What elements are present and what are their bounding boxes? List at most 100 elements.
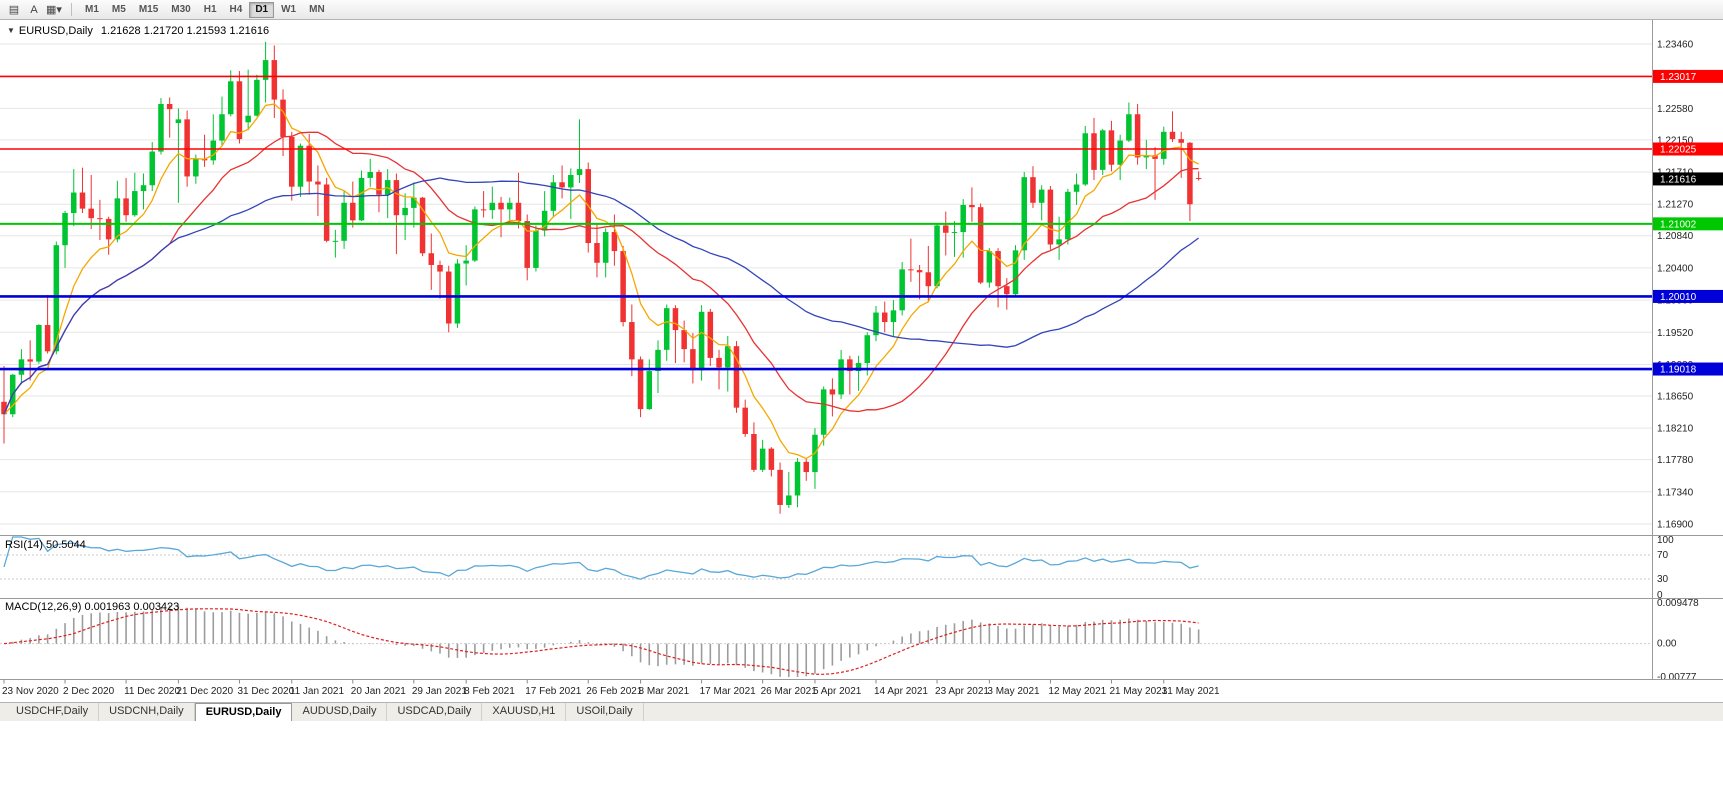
candle <box>62 210 68 268</box>
candle <box>402 193 408 241</box>
chart-type-icon[interactable]: ▦▾ <box>44 2 64 19</box>
timeframe-h1-button[interactable]: H1 <box>198 2 223 18</box>
y-axis-label: 1.16900 <box>1657 520 1694 531</box>
candle <box>245 69 251 131</box>
candle <box>236 71 243 144</box>
candle <box>1004 278 1010 310</box>
candle <box>254 74 260 117</box>
ma-mid-line <box>3 131 1199 415</box>
x-axis-label: 14 Apr 2021 <box>874 686 928 697</box>
candle <box>655 340 661 394</box>
candle <box>672 305 679 364</box>
timeframe-mn-button[interactable]: MN <box>303 2 331 18</box>
candle <box>820 386 827 446</box>
x-axis-label: 8 Feb 2021 <box>464 686 515 697</box>
current-price-tag[interactable]: 1.21616 <box>1653 172 1723 186</box>
macd-indicator-label: MACD(12,26,9) 0.001963 0.003423 <box>5 601 180 613</box>
window-filler <box>0 721 1723 795</box>
candle <box>847 355 853 395</box>
candle <box>1169 111 1176 143</box>
timeframe-d1-button[interactable]: D1 <box>249 1 275 18</box>
x-axis-label: 2 Dec 2020 <box>63 686 115 697</box>
timeframe-m5-button[interactable]: M5 <box>106 2 132 18</box>
candle <box>445 265 452 333</box>
x-axis-label: 26 Mar 2021 <box>761 686 818 697</box>
chart-title: ▼ EURUSD,Daily 1.21628 1.21720 1.21593 1.2… <box>7 25 269 37</box>
candle <box>158 98 164 155</box>
hline-price-tag[interactable]: 1.20010 <box>1653 289 1723 303</box>
candle <box>550 174 557 218</box>
candle <box>1 365 7 444</box>
candle <box>733 341 740 413</box>
price-chart-canvas[interactable]: 1.234601.230201.225801.221501.217101.212… <box>0 20 1723 702</box>
timeframe-m1-button[interactable]: M1 <box>79 2 105 18</box>
chart-window[interactable]: 1.234601.230201.225801.221501.217101.212… <box>0 20 1723 702</box>
candle <box>576 119 583 184</box>
chart-tab-audusd[interactable]: AUDUSD,Daily <box>292 703 388 721</box>
text-label-button[interactable]: A <box>24 2 44 19</box>
candle <box>1099 128 1106 175</box>
candle <box>1143 139 1150 170</box>
hline-price-tag[interactable]: 1.22025 <box>1653 142 1723 156</box>
x-axis-label: 17 Feb 2021 <box>525 686 582 697</box>
candle <box>175 108 182 203</box>
svg-text:1.21002: 1.21002 <box>1660 219 1697 230</box>
chart-tab-usdchf[interactable]: USDCHF,Daily <box>6 703 100 721</box>
candle <box>663 304 670 361</box>
candle <box>480 191 487 218</box>
chart-tab-eurusd[interactable]: EURUSD,Daily <box>194 703 293 721</box>
chart-tab-usdcnh[interactable]: USDCNH,Daily <box>99 703 195 721</box>
macd-axis-label: 0.00 <box>1657 639 1677 650</box>
candle <box>620 245 626 327</box>
timeframe-m15-button[interactable]: M15 <box>133 2 164 18</box>
timeframe-m30-button[interactable]: M30 <box>165 2 196 18</box>
hline-price-tag[interactable]: 1.21002 <box>1653 217 1723 231</box>
chart-tab-usdcad[interactable]: USDCAD,Daily <box>387 703 483 721</box>
timeframe-h4-button[interactable]: H4 <box>224 2 249 18</box>
candle <box>690 333 696 384</box>
y-axis-label: 1.23460 <box>1657 40 1694 51</box>
x-axis-label: 23 Nov 2020 <box>2 686 59 697</box>
chart-tab-xauusd[interactable]: XAUUSD,H1 <box>482 703 567 721</box>
candle <box>1108 120 1115 172</box>
candle <box>489 186 496 219</box>
chart-list-icon[interactable]: ▤ <box>4 2 24 19</box>
candle <box>925 245 932 303</box>
x-axis-label: 20 Jan 2021 <box>351 686 406 697</box>
y-axis-label: 1.18210 <box>1657 424 1694 435</box>
top-toolbar: ▤ A ▦▾ M1 M5 M15 M30 H1 H4 D1 W1 MN <box>0 0 1723 20</box>
candle <box>1126 102 1132 143</box>
hline-price-tag[interactable]: 1.19018 <box>1653 362 1723 376</box>
y-axis-label: 1.17340 <box>1657 487 1694 498</box>
timeframe-w1-button[interactable]: W1 <box>275 2 302 18</box>
candle <box>219 96 225 147</box>
candle <box>376 169 382 213</box>
symbol-dropdown-icon[interactable]: ▼ <box>7 26 15 35</box>
x-axis-label: 12 May 2021 <box>1048 686 1106 697</box>
candle <box>1161 126 1167 165</box>
candle <box>1047 185 1054 250</box>
candle <box>751 422 757 473</box>
y-axis-label: 1.20840 <box>1657 231 1694 242</box>
candle <box>341 191 347 249</box>
candle <box>908 238 914 282</box>
candle <box>498 196 504 238</box>
chart-tab-bar: USDCHF,Daily USDCNH,Daily EURUSD,Daily AUDU… <box>0 702 1723 721</box>
rsi-line <box>3 536 1199 580</box>
x-axis-label: 17 Mar 2021 <box>700 686 757 697</box>
candle <box>812 428 818 489</box>
hline-price-tag[interactable]: 1.23017 <box>1653 69 1723 83</box>
candle <box>419 196 426 257</box>
candle <box>1117 134 1123 181</box>
candle <box>829 378 836 417</box>
x-axis-label: 26 Feb 2021 <box>586 686 643 697</box>
candle <box>280 89 286 156</box>
candle <box>899 262 905 316</box>
candle <box>838 349 844 399</box>
candle <box>977 203 984 284</box>
svg-text:1.20010: 1.20010 <box>1660 292 1697 303</box>
chart-tab-usoil[interactable]: USOil,Daily <box>566 703 644 721</box>
candle <box>44 294 51 354</box>
candle <box>786 472 792 508</box>
candle <box>297 143 304 197</box>
